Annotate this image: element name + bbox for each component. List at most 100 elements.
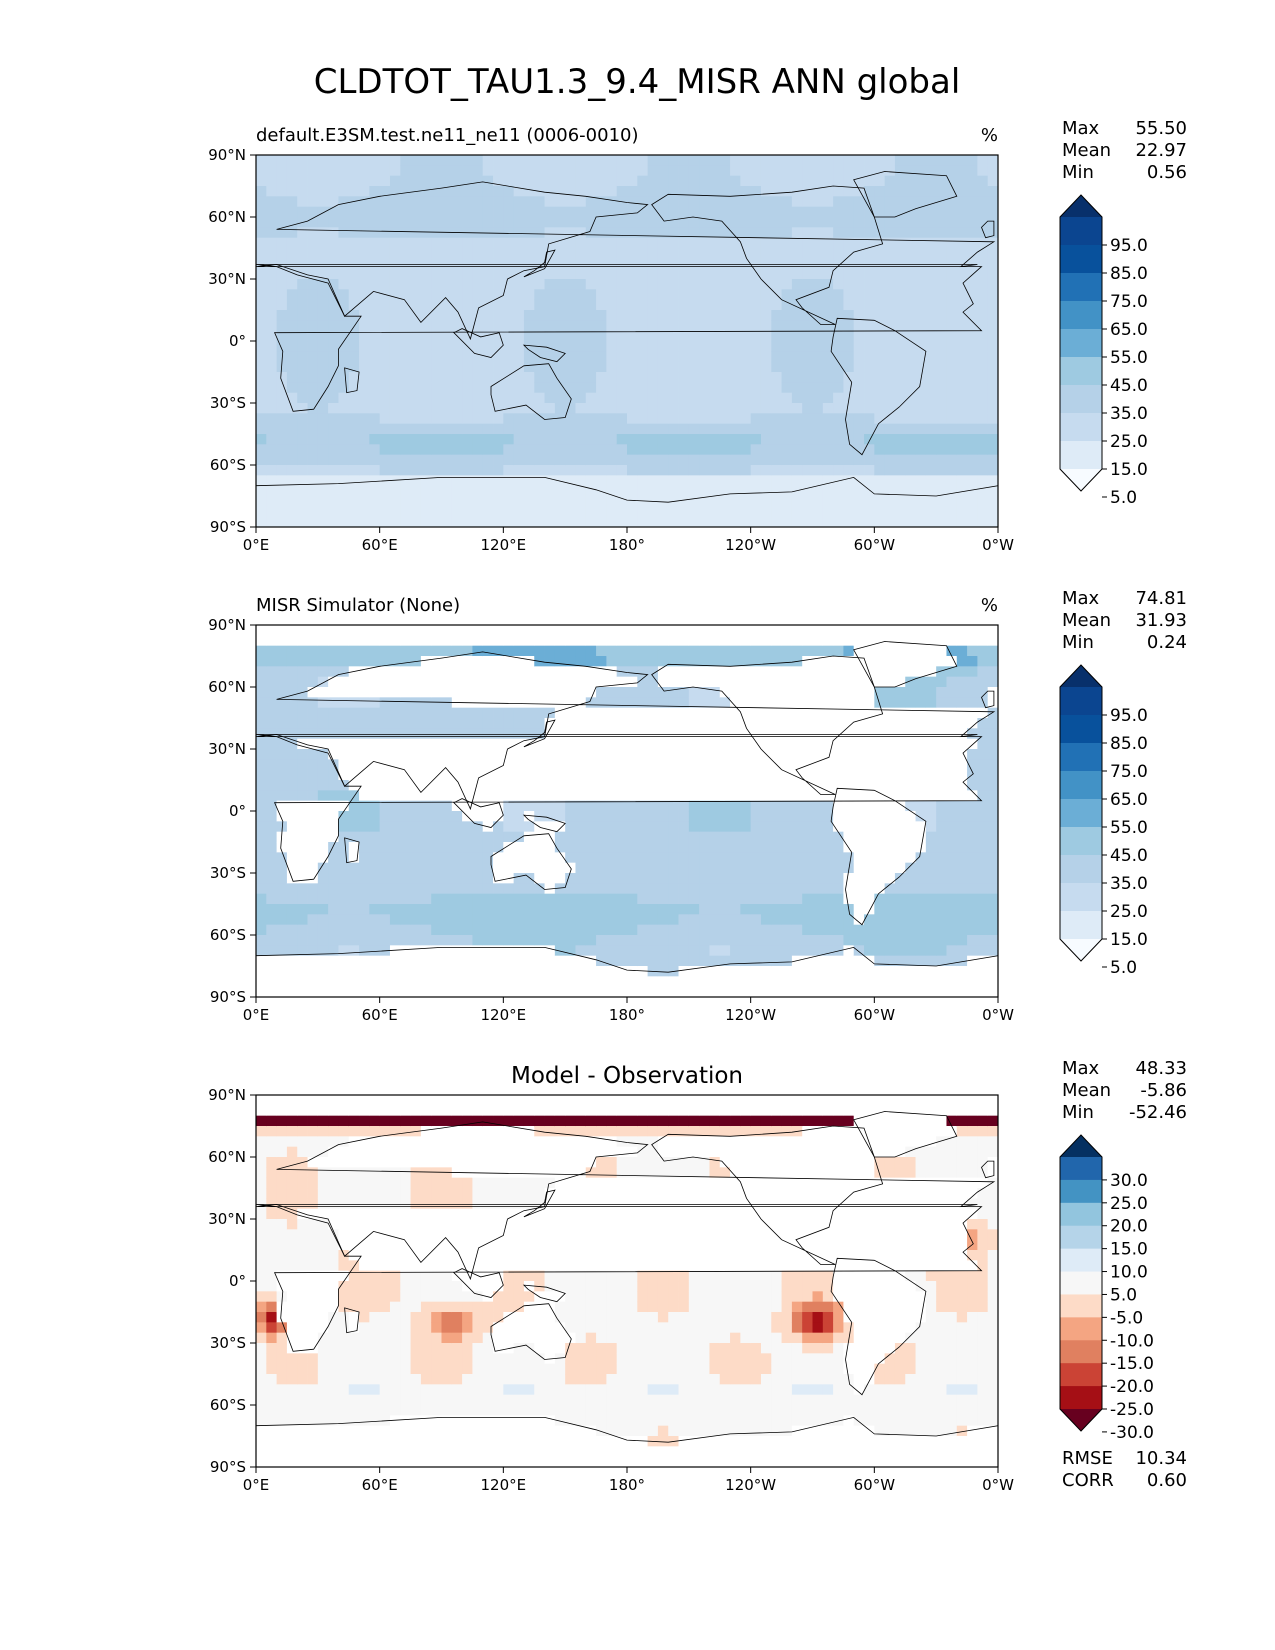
map-cell	[359, 625, 370, 636]
map-cell	[379, 935, 391, 946]
map-cell	[575, 372, 587, 383]
map-cell	[410, 935, 422, 946]
map-cell	[441, 382, 453, 394]
map-cell	[544, 645, 556, 657]
map-cell	[493, 320, 504, 332]
map-cell	[328, 811, 339, 822]
map-cell	[410, 759, 422, 771]
map-cell	[709, 625, 721, 636]
map-cell	[719, 780, 731, 791]
map-cell	[616, 175, 628, 187]
map-cell	[936, 268, 947, 280]
map-cell	[482, 873, 494, 884]
map-cell	[730, 914, 741, 926]
map-cell	[596, 873, 607, 884]
map-cell	[802, 268, 813, 280]
map-cell	[389, 175, 401, 187]
map-cell	[956, 372, 968, 383]
map-cell	[874, 893, 886, 905]
map-cell	[699, 485, 710, 497]
map-cell	[410, 392, 422, 404]
map-cell	[822, 645, 834, 657]
map-cell	[585, 625, 597, 636]
map-cell	[328, 904, 339, 915]
map-cell	[822, 945, 834, 957]
map-cell	[369, 237, 381, 249]
map-cell	[328, 852, 339, 864]
map-cell	[544, 165, 556, 177]
map-cell	[668, 320, 679, 332]
map-cell	[286, 217, 298, 228]
map-cell	[482, 924, 494, 936]
map-cell	[750, 310, 762, 321]
map-cell	[802, 904, 813, 915]
map-cell	[338, 217, 350, 228]
map-cell	[637, 728, 649, 740]
map-cell	[596, 186, 607, 197]
map-cell	[389, 635, 401, 647]
map-cell	[379, 454, 391, 466]
map-cell	[884, 904, 896, 915]
map-cell	[802, 821, 813, 833]
map-cell	[668, 206, 679, 218]
map-cell	[791, 666, 803, 678]
map-cell	[307, 842, 319, 853]
map-cell	[771, 361, 782, 373]
map-cell	[781, 945, 793, 957]
map-cell	[956, 413, 968, 425]
map-cell	[915, 330, 927, 342]
map-cell	[719, 759, 731, 771]
map-cell	[276, 206, 288, 218]
map-cell	[781, 361, 793, 373]
map-cell	[266, 718, 278, 729]
map-cell	[853, 382, 865, 394]
map-cell	[874, 966, 886, 977]
map-cell	[297, 966, 308, 977]
map-cell	[585, 821, 597, 833]
map-cell	[740, 666, 752, 678]
map-cell	[812, 873, 824, 884]
colorbar-segment	[1060, 329, 1102, 358]
map-cell	[400, 666, 411, 678]
map-cell	[606, 258, 618, 270]
map-cell	[451, 676, 463, 688]
map-cell	[544, 842, 556, 853]
map-cell	[936, 320, 947, 332]
map-cell	[338, 986, 350, 998]
map-cell	[462, 625, 473, 636]
map-cell	[750, 516, 762, 528]
map-cell	[554, 831, 566, 843]
map-cell	[431, 485, 442, 497]
map-cell	[791, 351, 803, 363]
map-cell	[554, 227, 566, 239]
map-cell	[286, 196, 298, 208]
map-cell	[627, 196, 638, 208]
map-cell	[812, 656, 824, 667]
map-cell	[812, 237, 824, 249]
map-cell	[637, 258, 649, 270]
map-cell	[915, 382, 927, 394]
map-cell	[977, 310, 989, 321]
map-cell	[544, 496, 556, 507]
map-cell	[400, 821, 411, 833]
map-cell	[719, 299, 731, 311]
map-cell	[596, 289, 607, 301]
map-cell	[750, 945, 762, 957]
map-cell	[493, 165, 504, 177]
map-cell	[472, 444, 484, 456]
map-cell	[400, 279, 411, 290]
map-cell	[472, 831, 484, 843]
map-cell	[400, 165, 411, 177]
map-cell	[853, 330, 865, 342]
map-cell	[616, 217, 628, 228]
map-cell	[317, 945, 329, 957]
map-cell	[286, 749, 298, 760]
map-cell	[833, 361, 844, 373]
map-cell	[317, 413, 329, 425]
map-cell	[286, 645, 298, 657]
map-cell	[750, 883, 762, 895]
map-cell	[606, 873, 618, 884]
map-cell	[740, 697, 752, 709]
map-cell	[760, 372, 772, 383]
map-cell	[781, 935, 793, 946]
